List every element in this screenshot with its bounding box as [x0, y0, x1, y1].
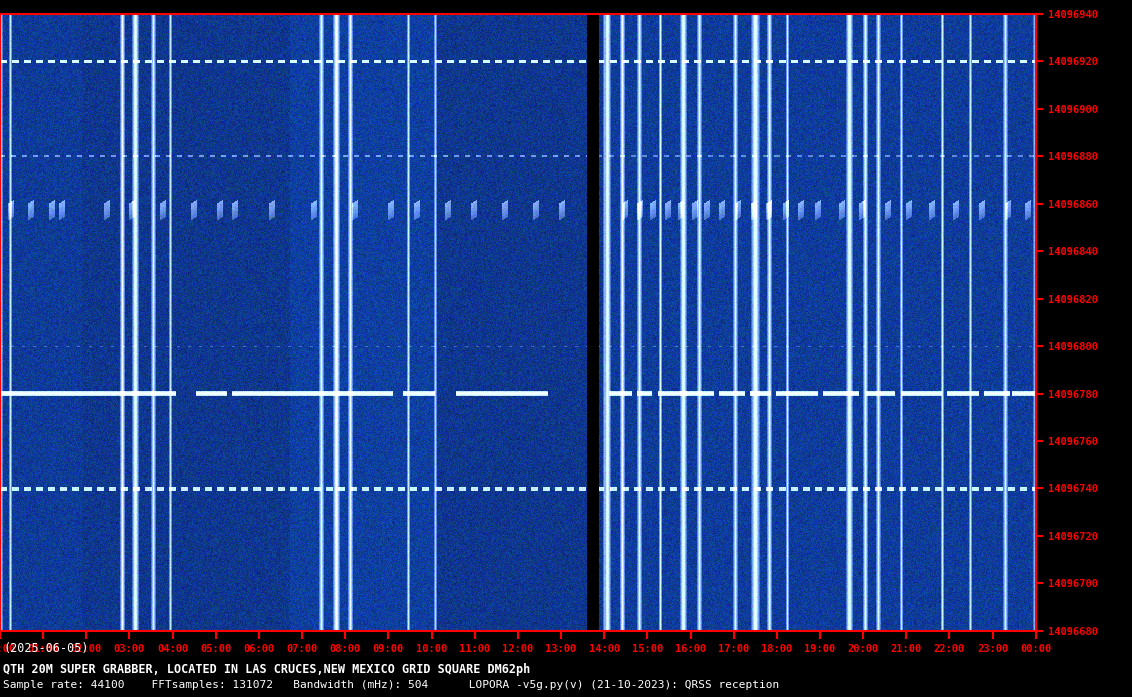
Text: Sample rate: 44100    FFTsamples: 131072   Bandwidth (mHz): 504      LOPORA -v5g: Sample rate: 44100 FFTsamples: 131072 Ba…	[3, 680, 780, 690]
Text: QTH 20M SUPER GRABBER, LOCATED IN LAS CRUCES,NEW MEXICO GRID SQUARE DM62ph: QTH 20M SUPER GRABBER, LOCATED IN LAS CR…	[3, 663, 531, 675]
Text: (2025-06-05): (2025-06-05)	[3, 643, 89, 655]
